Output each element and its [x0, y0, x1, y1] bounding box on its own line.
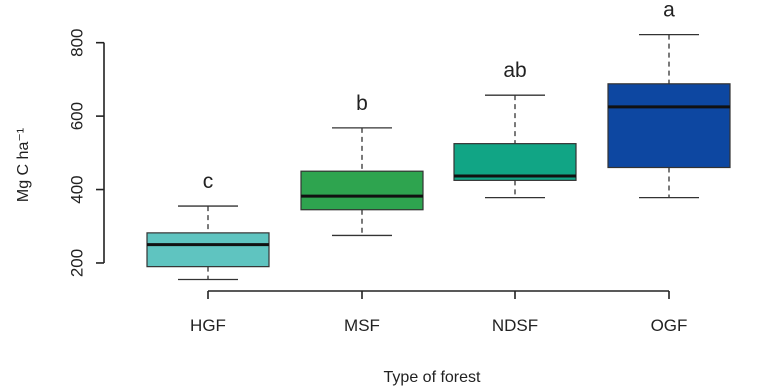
- x-axis-title: Type of forest: [384, 369, 481, 386]
- box-msf: b: [300, 92, 424, 237]
- box-ogf: a: [607, 0, 731, 199]
- box-hgf: c: [146, 170, 270, 281]
- axes: 200 400 600 800 HGF MSF NDSF OGF: [67, 28, 687, 335]
- y-tick-label: 200: [67, 249, 86, 277]
- y-tick-label: 600: [67, 102, 86, 130]
- y-tick-label: 800: [67, 28, 86, 56]
- iqr-box: [453, 143, 577, 181]
- significance-label: ab: [503, 59, 526, 82]
- significance-label: c: [203, 170, 214, 193]
- y-axis-title: Mg C ha⁻¹: [15, 128, 32, 202]
- x-tick-label: HGF: [190, 316, 226, 335]
- x-tick-label: MSF: [344, 316, 380, 335]
- significance-label: a: [663, 0, 675, 22]
- iqr-box: [300, 170, 424, 211]
- boxes: c b ab a: [146, 0, 731, 281]
- iqr-box: [146, 232, 270, 268]
- x-tick-label: OGF: [651, 316, 688, 335]
- significance-label: b: [356, 92, 368, 115]
- y-tick-label: 400: [67, 175, 86, 203]
- iqr-box: [607, 83, 731, 169]
- x-tick-label: NDSF: [492, 316, 538, 335]
- box-ndsf: ab: [453, 59, 577, 199]
